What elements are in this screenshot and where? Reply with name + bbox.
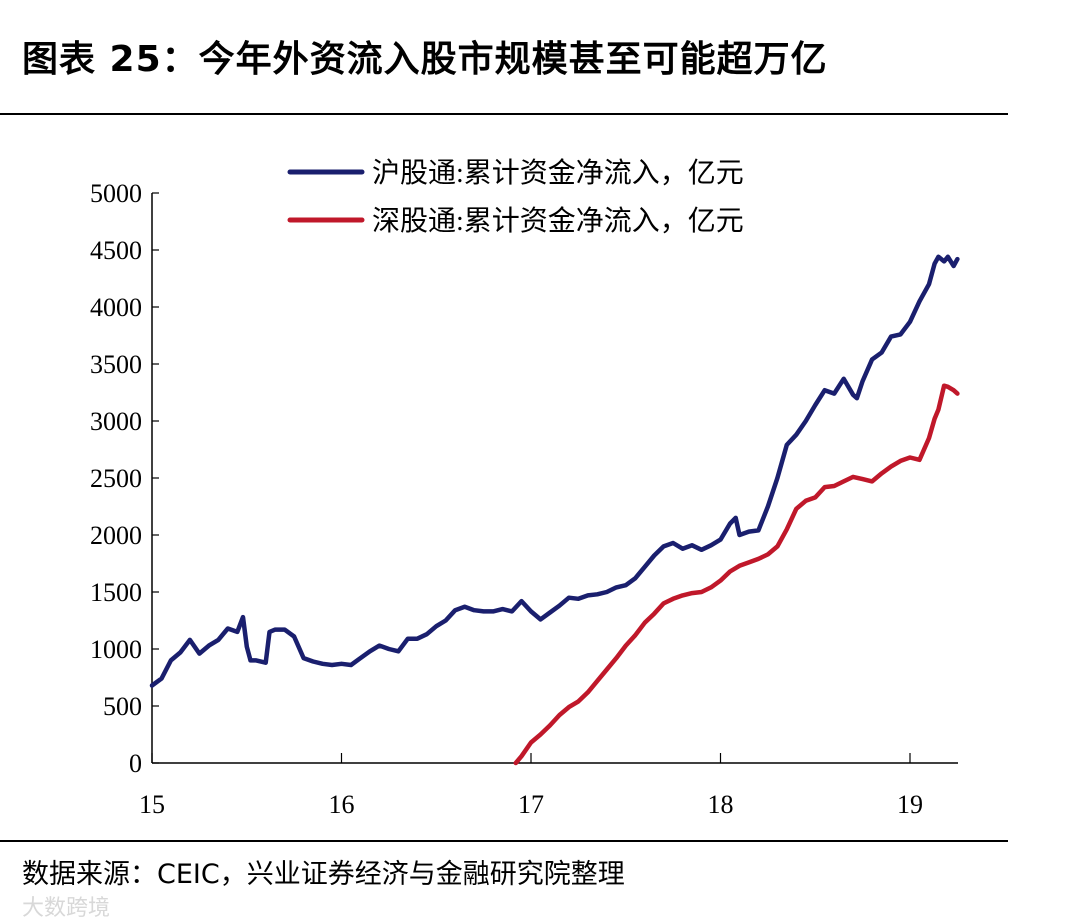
series-line-2: [513, 383, 960, 766]
axes: 0 500 1000 1500 2000 2500 3000 3500 4000 4500 5000…: [90, 179, 958, 819]
y-tick-label: 3500: [90, 350, 142, 379]
y-tick-label: 2000: [90, 521, 142, 550]
data-source-note: 数据来源：CEIC，兴业证券经济与金融研究院整理: [22, 859, 625, 890]
x-tick-label: 16: [329, 790, 355, 819]
legend-label-2: 深股通:累计资金净流入，亿元: [372, 205, 744, 237]
x-tick-label: 17: [518, 790, 544, 819]
x-tick-label: 15: [139, 790, 165, 819]
series-line-1: [149, 254, 960, 688]
bottom-divider: [0, 840, 1008, 842]
y-tick-label: 1000: [90, 635, 142, 664]
y-tick-label: 0: [129, 749, 142, 778]
top-divider: [0, 113, 1008, 115]
legend-label-1: 沪股通:累计资金净流入，亿元: [372, 157, 744, 189]
series-lines: [149, 254, 960, 766]
y-tick-label: 500: [103, 692, 142, 721]
y-tick-label: 1500: [90, 578, 142, 607]
chart-title: 图表 25：今年外资流入股市规模甚至可能超万亿: [22, 39, 828, 80]
watermark: 大数跨境: [22, 896, 111, 921]
y-tick-label: 2500: [90, 464, 142, 493]
x-tick-label: 18: [708, 790, 734, 819]
y-tick-label: 4000: [90, 293, 142, 322]
x-tick-label: 19: [897, 790, 923, 819]
y-tick-label: 5000: [90, 179, 142, 208]
y-tick-label: 4500: [90, 236, 142, 265]
y-tick-label: 3000: [90, 407, 142, 436]
